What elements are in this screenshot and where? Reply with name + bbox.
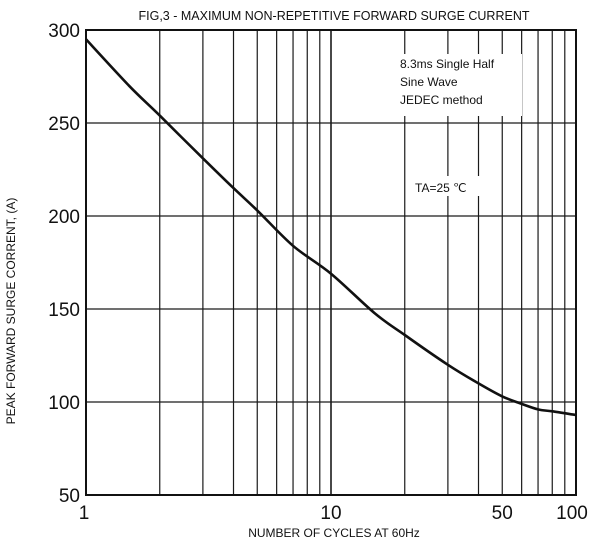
y-axis-label: PEAK FORWARD SURGE CORRENT, (A) [4,198,18,425]
x-tick-label: 50 [492,503,513,524]
annotation-box [394,54,522,116]
annotation-line-1: 8.3ms Single Half [400,57,495,71]
plot-frame [85,29,577,496]
temperature-box [408,176,484,196]
x-axis-label: NUMBER OF CYCLES AT 60Hz [248,526,420,540]
y-tick-label: 250 [48,114,80,135]
chart-title: FIG,3 - MAXIMUM NON-REPETITIVE FORWARD S… [139,9,530,23]
surge-current-curve [85,38,577,417]
x-tick-label: 100 [556,503,588,524]
temperature-label: TA=25 ℃ [415,181,467,195]
y-tick-label: 150 [48,300,80,321]
y-tick-label: 50 [59,486,80,507]
annotation-line-2: Sine Wave [400,75,458,89]
y-tick-label: 200 [48,207,80,228]
x-tick-label: 10 [320,503,341,524]
annotation-line-3: JEDEC method [400,93,483,107]
chart-grid [86,30,576,495]
x-tick-label: 1 [79,503,90,524]
y-tick-label: 300 [48,21,80,42]
x-tick-labels: 1 10 50 100 [79,503,588,524]
y-tick-label: 100 [48,393,80,414]
y-tick-labels: 300 250 200 150 100 50 [48,21,80,507]
